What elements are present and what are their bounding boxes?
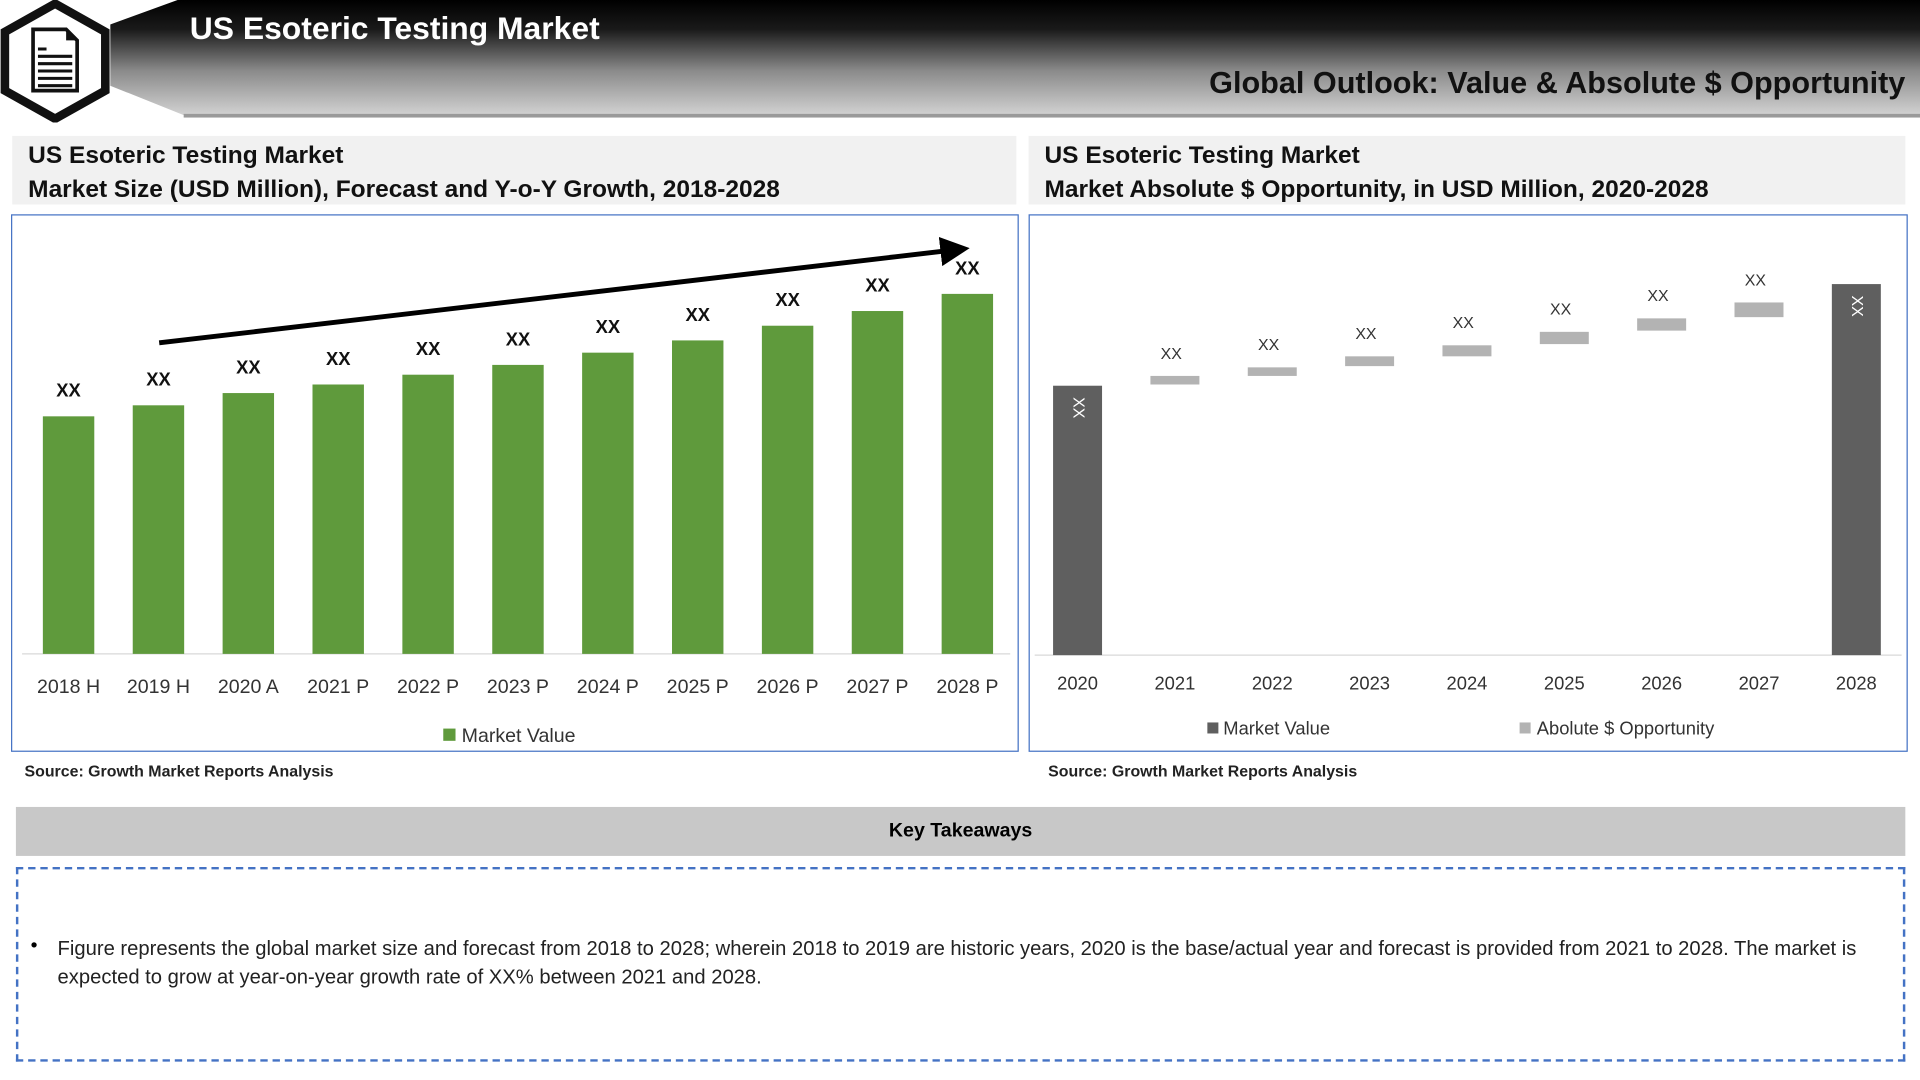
x-tick-label: 2028 bbox=[1836, 672, 1877, 693]
x-tick-label: 2025 bbox=[1544, 672, 1585, 693]
data-label: XX bbox=[1069, 397, 1086, 419]
data-label: XX bbox=[1161, 346, 1183, 363]
key-takeaway-text: Figure represents the global market size… bbox=[57, 937, 1857, 989]
left-panel-title: US Esoteric Testing Market bbox=[28, 142, 344, 169]
data-label: XX bbox=[416, 338, 441, 359]
bar-2025-P bbox=[672, 340, 724, 654]
data-label: XX bbox=[596, 316, 621, 337]
data-label: XX bbox=[56, 380, 81, 401]
data-label: XX bbox=[955, 257, 980, 278]
data-label: XX bbox=[146, 369, 171, 390]
data-label: XX bbox=[685, 304, 710, 325]
x-tick-label: 2024 bbox=[1447, 672, 1488, 693]
data-label: XX bbox=[506, 328, 531, 349]
bar-2018-H bbox=[42, 416, 95, 654]
bar-2028-P bbox=[941, 293, 994, 654]
right-panel-title: US Esoteric Testing Market bbox=[1044, 142, 1360, 169]
x-tick-label: 2026 P bbox=[757, 676, 819, 698]
growth-trend-arrow bbox=[158, 236, 970, 346]
opportunity-bar-2021 bbox=[1150, 375, 1200, 385]
x-tick-label: 2024 P bbox=[577, 676, 639, 698]
bar-2027-P bbox=[851, 311, 904, 654]
market-size-chart: XX 2018 H XX 2019 H XX 2020 A XX 2021 P XX 2022 P… bbox=[22, 236, 1011, 747]
header-divider bbox=[183, 113, 1920, 118]
absolute-opportunity-chart-panel: 2020 XX 2021 XX 2022 XX 2023 XX 2024 XX 2025 XX 2026… bbox=[1028, 214, 1908, 752]
data-label: XX bbox=[1848, 296, 1865, 318]
key-takeaways-box bbox=[15, 866, 1906, 1062]
x-tick-label: 2027 P bbox=[846, 676, 908, 698]
opportunity-bar-2022 bbox=[1247, 367, 1297, 376]
bar-2026-P bbox=[761, 325, 814, 654]
opportunity-bar-2027 bbox=[1734, 302, 1784, 318]
legend-label: Market Value bbox=[1223, 718, 1330, 739]
x-tick-label: 2021 P bbox=[307, 676, 369, 698]
x-tick-label: 2018 H bbox=[37, 676, 100, 698]
legend-label: Market Value bbox=[462, 725, 576, 747]
x-tick-label: 2026 bbox=[1641, 672, 1682, 693]
x-tick-label: 2028 P bbox=[936, 676, 998, 698]
legend-label: Abolute $ Opportunity bbox=[1537, 718, 1715, 739]
absolute-opportunity-chart: 2020 XX 2021 XX 2022 XX 2023 XX 2024 XX 2025 XX 2026… bbox=[1034, 272, 1902, 739]
data-label: XX bbox=[1453, 315, 1475, 332]
bar-2023-P bbox=[492, 364, 544, 654]
data-label: XX bbox=[1258, 337, 1280, 354]
data-label: XX bbox=[1647, 288, 1669, 305]
bar-2024-P bbox=[582, 352, 634, 654]
market-value-bar-2028 bbox=[1831, 284, 1881, 656]
bar-2020-A bbox=[222, 393, 275, 654]
x-tick-label: 2027 bbox=[1739, 672, 1780, 693]
legend-swatch bbox=[443, 728, 456, 741]
key-takeaways-heading: Key Takeaways bbox=[15, 806, 1906, 856]
data-label: XX bbox=[1550, 302, 1572, 319]
opportunity-bar-2023 bbox=[1345, 356, 1395, 367]
x-tick-label: 2022 bbox=[1252, 672, 1293, 693]
page-subtitle: Global Outlook: Value & Absolute $ Oppor… bbox=[1209, 66, 1906, 101]
x-tick-label: 2023 P bbox=[487, 676, 549, 698]
market-size-chart-panel: XX 2018 H XX 2019 H XX 2020 A XX 2021 P XX 2022 P… bbox=[11, 214, 1019, 752]
opportunity-bar-2025 bbox=[1539, 331, 1589, 345]
bar-2019-H bbox=[132, 405, 185, 654]
opportunity-bar-2024 bbox=[1442, 345, 1492, 357]
right-source-note: Source: Growth Market Reports Analysis bbox=[1048, 761, 1358, 781]
opportunity-bar-2026 bbox=[1637, 318, 1687, 331]
data-label: XX bbox=[775, 289, 800, 310]
left-source-note: Source: Growth Market Reports Analysis bbox=[24, 761, 334, 781]
x-tick-label: 2019 H bbox=[127, 676, 190, 698]
right-panel-subtitle: Market Absolute $ Opportunity, in USD Mi… bbox=[1044, 176, 1709, 204]
right-panel-heading: US Esoteric Testing Market Market Absolu… bbox=[1028, 135, 1906, 205]
data-label: XX bbox=[865, 274, 890, 295]
header-banner bbox=[110, 0, 1920, 116]
left-panel-subtitle: Market Size (USD Million), Forecast and … bbox=[28, 176, 780, 204]
x-tick-label: 2022 P bbox=[397, 676, 459, 698]
market-value-bar-2020 bbox=[1053, 385, 1103, 656]
page-title: US Esoteric Testing Market bbox=[189, 9, 600, 47]
data-label: XX bbox=[236, 356, 261, 377]
legend-swatch-market-value bbox=[1207, 722, 1219, 734]
bar-2021-P bbox=[312, 384, 364, 654]
document-icon bbox=[0, 0, 110, 123]
x-tick-label: 2023 bbox=[1349, 672, 1390, 693]
left-panel-heading: US Esoteric Testing Market Market Size (… bbox=[12, 135, 1017, 205]
x-tick-label: 2020 A bbox=[218, 676, 280, 698]
data-label: XX bbox=[1745, 272, 1767, 289]
legend-swatch-opportunity bbox=[1519, 722, 1531, 734]
bullet-icon: • bbox=[30, 935, 38, 957]
x-tick-label: 2025 P bbox=[667, 676, 729, 698]
x-tick-label: 2020 bbox=[1057, 672, 1098, 693]
x-tick-label: 2021 bbox=[1154, 672, 1195, 693]
data-label: XX bbox=[326, 348, 351, 369]
data-label: XX bbox=[1355, 326, 1377, 343]
bar-2022-P bbox=[402, 374, 454, 654]
